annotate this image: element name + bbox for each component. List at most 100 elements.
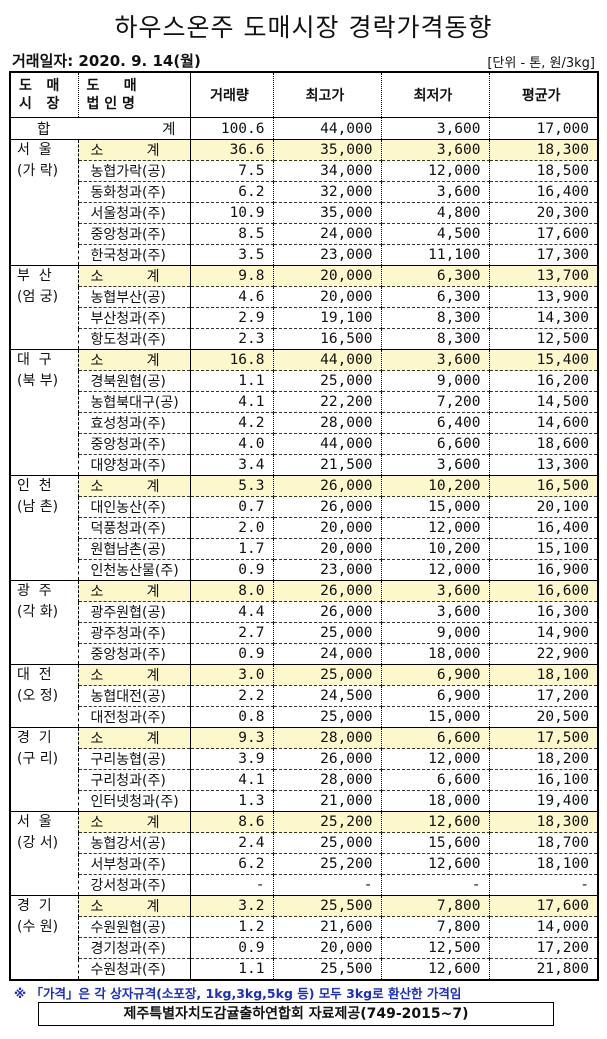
page-title: 하우스온주 도매시장 경락가격동향: [114, 13, 493, 42]
source-box: 제주특별자치도감귤출하연합회 자료제공(749-2015~7): [38, 1002, 554, 1026]
subtotal-label-left: 소: [90, 731, 104, 747]
corp-name: 대인농산(주): [77, 496, 190, 518]
subtotal-volume: 8.0: [189, 580, 273, 602]
table-row: 인터넷청과(주) 1.3 21,000 18,000 19,400: [10, 790, 598, 812]
max-cell: 20,000: [272, 286, 381, 308]
avg-cell: 19,400: [488, 790, 598, 812]
volume-cell: 4.1: [189, 769, 273, 791]
subtotal-avg: 17,600: [488, 895, 598, 917]
table-row: 구리청과(주) 4.1 28,000 6,600 16,100: [10, 769, 598, 791]
subtotal-label-left: 소: [90, 899, 104, 915]
avg-cell: 18,200: [488, 748, 598, 770]
subtotal-label-right: 계: [146, 668, 160, 684]
table-row: 경기청과(주) 0.9 20,000 12,500 17,200: [10, 937, 598, 959]
avg-cell: 16,400: [488, 181, 598, 203]
min-cell: 6,600: [380, 769, 489, 791]
min-cell: 3,600: [380, 601, 489, 623]
min-cell: 6,300: [380, 286, 489, 308]
corp-name: 농협부산(공): [77, 286, 190, 308]
table-row: 대양청과(주) 3.4 21,500 3,600 13,300: [10, 454, 598, 476]
min-cell: 6,900: [380, 685, 489, 707]
volume-cell: -: [189, 874, 273, 896]
table-row: 농협북대구(공) 4.1 22,200 7,200 14,500: [10, 391, 598, 413]
header-market: 도 매 시 장: [9, 71, 78, 118]
avg-cell: 17,600: [488, 223, 598, 245]
volume-cell: 0.9: [189, 937, 273, 959]
max-cell: 20,000: [272, 517, 381, 539]
avg-cell: 16,900: [488, 559, 598, 581]
volume-cell: 1.2: [189, 916, 273, 938]
avg-cell: 18,500: [488, 160, 598, 182]
table-row: 경북원협(공) 1.1 25,000 9,000 16,200: [10, 370, 598, 392]
min-cell: 15,600: [380, 832, 489, 854]
min-cell: 4,500: [380, 223, 489, 245]
volume-cell: 3.9: [189, 748, 273, 770]
max-cell: 23,000: [272, 559, 381, 581]
volume-cell: 2.0: [189, 517, 273, 539]
subtotal-label-right: 계: [146, 815, 160, 831]
max-cell: -: [272, 874, 381, 896]
subtotal-max: 20,000: [272, 265, 381, 287]
subtotal-max: 26,000: [272, 580, 381, 602]
volume-cell: 6.2: [189, 853, 273, 875]
subtotal-row: 서 울 (가 락) 소 계 36.6 35,000 3,600 18,300: [9, 139, 598, 266]
corp-name: 농협북대구(공): [77, 391, 190, 413]
table-row: 중앙청과(주) 8.5 24,000 4,500 17,600: [10, 223, 598, 245]
corp-name: 수원청과(주): [77, 958, 190, 980]
min-cell: 7,200: [380, 391, 489, 413]
corp-name: 인천농산물(주): [77, 559, 190, 581]
subtotal-row: 대 전 (오 정) 소 계 3.0 25,000 6,900 18,100: [9, 664, 598, 728]
subtotal-label-right: 계: [146, 584, 160, 600]
max-cell: 26,000: [272, 748, 381, 770]
min-cell: 3,600: [380, 181, 489, 203]
volume-cell: 0.9: [189, 559, 273, 581]
subtotal-min: 6,900: [380, 664, 489, 686]
corp-name: 대양청과(주): [77, 454, 190, 476]
table-row: 강서청과(주) - - - -: [10, 874, 598, 896]
market-name: 서 울 (강 서): [9, 811, 78, 896]
max-cell: 25,000: [272, 832, 381, 854]
volume-cell: 1.1: [189, 958, 273, 980]
avg-cell: 18,100: [488, 853, 598, 875]
max-cell: 25,000: [272, 622, 381, 644]
table-row: 부산청과(주) 2.9 19,100 8,300 14,300: [10, 307, 598, 329]
header-row: 도 매 시 장 도 매 법 인 명 거래량 최고가 최저가 평균가: [9, 71, 598, 118]
min-cell: 11,100: [380, 244, 489, 266]
subtotal-avg: 16,500: [488, 475, 598, 497]
corp-name: 덕풍청과(주): [77, 517, 190, 539]
max-cell: 26,000: [272, 496, 381, 518]
corp-name: 중앙청과(주): [77, 433, 190, 455]
avg-cell: 13,300: [488, 454, 598, 476]
volume-cell: 4.6: [189, 286, 273, 308]
max-cell: 26,000: [272, 601, 381, 623]
max-cell: 25,200: [272, 853, 381, 875]
subtotal-volume: 9.3: [189, 727, 273, 749]
market-name: 경 기 (수 원): [9, 895, 78, 980]
table-row: 항도청과(주) 2.3 16,500 8,300 12,500: [10, 328, 598, 350]
subtotal-label-left: 소: [90, 353, 104, 369]
subtotal-min: 7,800: [380, 895, 489, 917]
volume-cell: 2.3: [189, 328, 273, 350]
table-row: 광주원협(공) 4.4 26,000 3,600 16,300: [10, 601, 598, 623]
subtotal-volume: 3.2: [189, 895, 273, 917]
subtotal-volume: 3.0: [189, 664, 273, 686]
avg-cell: 17,200: [488, 685, 598, 707]
volume-cell: 2.9: [189, 307, 273, 329]
corp-name: 서부청과(주): [77, 853, 190, 875]
corp-name: 원협남촌(공): [77, 538, 190, 560]
corp-name: 경기청과(주): [77, 937, 190, 959]
subtotal-volume: 16.8: [189, 349, 273, 371]
header-volume: 거래량: [189, 71, 273, 118]
subtotal-avg: 18,100: [488, 664, 598, 686]
avg-cell: 21,800: [488, 958, 598, 980]
subtotal-avg: 18,300: [488, 139, 598, 161]
volume-cell: 7.5: [189, 160, 273, 182]
subtotal-max: 28,000: [272, 727, 381, 749]
subtotal-min: 12,600: [380, 811, 489, 833]
max-cell: 21,500: [272, 454, 381, 476]
